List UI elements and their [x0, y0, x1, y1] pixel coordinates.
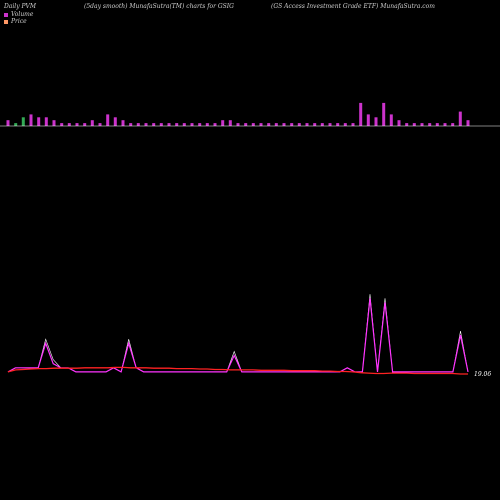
legend-volume: Volume: [4, 11, 33, 18]
volume-bar: [205, 123, 209, 126]
volume-bar: [351, 123, 355, 126]
volume-bar: [274, 123, 278, 126]
volume-bar: [75, 123, 79, 126]
volume-bar: [152, 123, 156, 126]
volume-bar: [466, 120, 470, 126]
volume-bar: [228, 120, 232, 126]
volume-bar: [14, 123, 18, 126]
volume-bar: [382, 102, 386, 126]
pvm-series-line: [7, 366, 468, 375]
volume-bar: [37, 117, 41, 126]
volume-bar: [443, 123, 447, 126]
volume-bar: [167, 123, 171, 126]
volume-bar: [182, 123, 186, 126]
chart-header-source: (GS Access Investment Grade ETF) MunafaS…: [271, 3, 435, 10]
volume-bar: [328, 123, 332, 126]
volume-bar: [313, 123, 317, 126]
volume-bar: [83, 123, 87, 126]
volume-bars: [6, 102, 470, 126]
chart-header-title: (5day smooth) MunafaSutra(TM) charts for…: [84, 3, 234, 10]
volume-bar: [121, 120, 125, 126]
volume-bar: [29, 114, 33, 126]
legend-price-label: Price: [11, 18, 27, 25]
volume-bar: [412, 123, 416, 126]
volume-bar: [113, 117, 117, 126]
volume-bar: [6, 120, 10, 126]
legend-volume-swatch: [4, 12, 8, 17]
volume-bar: [458, 111, 462, 126]
volume-bar: [136, 123, 140, 126]
volume-bar: [106, 114, 110, 126]
volume-bar: [198, 123, 202, 126]
volume-bar: [267, 123, 271, 126]
volume-bar: [282, 123, 286, 126]
volume-bar: [129, 123, 133, 126]
volume-bar: [405, 123, 409, 126]
volume-bar: [359, 102, 363, 126]
legend-volume-label: Volume: [11, 11, 34, 18]
volume-bar: [259, 123, 263, 126]
volume-bar: [52, 120, 56, 126]
last-value-label: 19.06: [474, 371, 491, 378]
pvm-lines: [7, 294, 469, 375]
volume-bar: [221, 120, 225, 126]
volume-bar: [290, 123, 294, 126]
pvm-series-line: [7, 294, 469, 373]
legend-price: Price: [4, 18, 27, 25]
volume-bar: [374, 117, 378, 126]
volume-bar: [451, 123, 455, 126]
volume-bar: [251, 123, 255, 126]
volume-bar: [428, 123, 432, 126]
pvm-series-line: [7, 298, 469, 373]
volume-bar: [297, 123, 301, 126]
volume-bar: [320, 123, 324, 126]
volume-bar: [389, 114, 393, 126]
volume-bar: [336, 123, 340, 126]
volume-bar: [435, 123, 439, 126]
volume-bar: [159, 123, 163, 126]
volume-bar: [90, 120, 94, 126]
volume-bar: [98, 123, 102, 126]
volume-bar: [366, 114, 370, 126]
volume-bar: [21, 117, 25, 126]
volume-bar: [213, 123, 217, 126]
volume-bar: [420, 123, 424, 126]
volume-bar: [175, 123, 179, 126]
volume-bar: [305, 123, 309, 126]
volume-bar: [190, 123, 194, 126]
volume-bar: [343, 123, 347, 126]
volume-bar: [60, 123, 64, 126]
legend-price-swatch: [4, 19, 8, 24]
volume-bar: [397, 120, 401, 126]
volume-bar: [144, 123, 148, 126]
volume-bar: [44, 117, 48, 126]
volume-bar: [67, 123, 71, 126]
volume-bar: [244, 123, 248, 126]
chart-header-left: Daily PVM: [4, 3, 37, 10]
volume-bar: [236, 123, 240, 126]
